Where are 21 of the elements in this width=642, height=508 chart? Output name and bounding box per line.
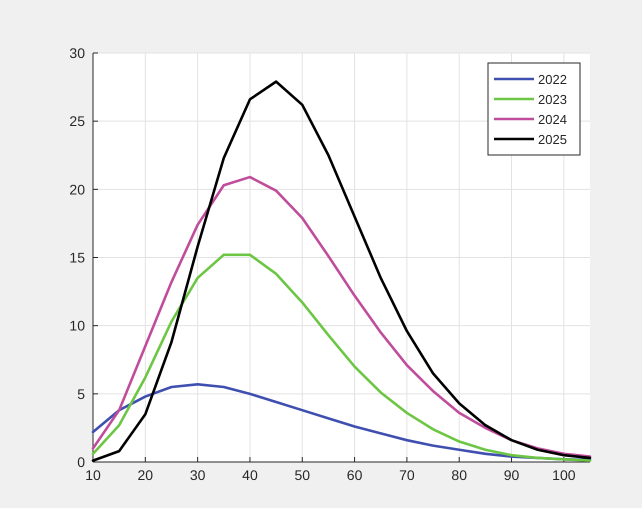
y-tick-label: 15 bbox=[69, 250, 86, 266]
line-series bbox=[92, 176, 592, 458]
y-tick-label: 30 bbox=[69, 45, 86, 61]
x-tick-label: 70 bbox=[399, 467, 415, 483]
legend-label: 2022 bbox=[538, 72, 567, 87]
y-tick-label: 5 bbox=[77, 386, 86, 402]
legend-label: 2024 bbox=[538, 112, 567, 127]
x-tick-label: 100 bbox=[552, 467, 576, 483]
y-tick-label: 10 bbox=[69, 318, 86, 334]
x-tick-label: 90 bbox=[504, 467, 520, 483]
y-tick-label: 20 bbox=[69, 181, 86, 198]
y-tick-label: 25 bbox=[69, 113, 86, 130]
x-tick-label: 30 bbox=[190, 467, 206, 483]
x-tick-label: 20 bbox=[138, 467, 154, 483]
x-tick-label: 50 bbox=[294, 467, 310, 483]
x-tick-label: 60 bbox=[346, 467, 363, 483]
legend-label: 2025 bbox=[538, 132, 567, 147]
x-tick-label: 40 bbox=[242, 467, 258, 483]
y-tick-label: 0 bbox=[77, 454, 86, 470]
legend-label: 2023 bbox=[538, 92, 567, 107]
x-tick-label: 80 bbox=[451, 467, 468, 483]
